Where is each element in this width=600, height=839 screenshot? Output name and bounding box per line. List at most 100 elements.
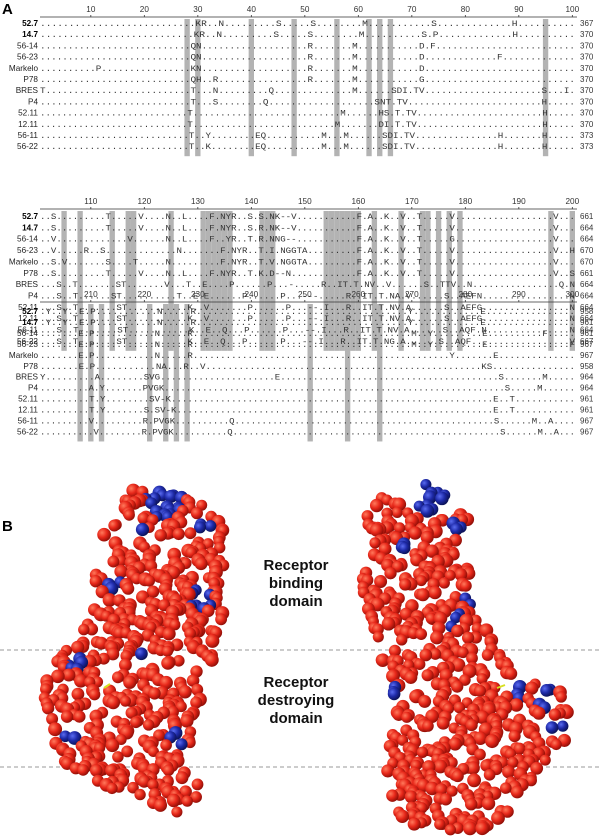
sequence: .......E.P...........N.....R............… xyxy=(40,351,575,361)
sequence-name: BRES xyxy=(16,373,39,382)
atom-sphere xyxy=(430,630,444,645)
conserved-column xyxy=(398,211,404,351)
sequence-end: 664 xyxy=(580,291,594,300)
ruler-number: 60 xyxy=(354,5,364,14)
atom-sphere xyxy=(550,738,562,751)
atom-sphere xyxy=(73,710,86,723)
atom-sphere xyxy=(105,738,120,753)
atom-sphere xyxy=(169,619,181,631)
atom-sphere xyxy=(134,788,146,801)
atom-sphere xyxy=(387,687,401,701)
atom-sphere xyxy=(180,714,194,728)
atom-sphere xyxy=(178,685,192,699)
atom-sphere xyxy=(46,713,59,725)
atom-sphere xyxy=(504,748,517,760)
ruler-number: 280 xyxy=(458,290,472,299)
atom-sphere xyxy=(123,675,137,689)
atom-sphere xyxy=(539,754,551,766)
atom-sphere xyxy=(457,646,469,659)
atom-sphere xyxy=(395,809,410,824)
atom-sphere xyxy=(118,658,132,672)
conserved-column xyxy=(446,211,452,351)
atom-sphere xyxy=(415,575,427,587)
atom-sphere xyxy=(190,507,203,520)
ruler-number: 160 xyxy=(351,197,365,206)
atom-sphere xyxy=(474,748,486,761)
atom-sphere xyxy=(530,761,544,775)
sequence-name: P78 xyxy=(23,75,38,84)
sequence: .Y..Y..E.P...........N.....R............… xyxy=(40,318,575,328)
atom-sphere xyxy=(407,817,421,831)
ruler-number: 220 xyxy=(137,290,151,299)
atom-sphere xyxy=(166,793,181,808)
ruler-number: 180 xyxy=(458,197,472,206)
sequence-end: 664 xyxy=(580,223,594,232)
atom-sphere xyxy=(416,588,430,602)
atom-sphere xyxy=(481,796,496,811)
conserved-column xyxy=(125,211,131,351)
atom-sphere xyxy=(375,653,390,667)
atom-sphere xyxy=(428,585,442,600)
conserved-column xyxy=(147,304,153,442)
conserved-column xyxy=(205,211,212,351)
sequence-end: 967 xyxy=(580,417,594,426)
atom-sphere xyxy=(60,710,74,723)
conserved-column xyxy=(98,304,105,442)
atom-sphere xyxy=(420,530,434,544)
ruler-number: 260 xyxy=(351,290,365,299)
atom-sphere xyxy=(191,778,204,791)
atom-sphere xyxy=(162,627,176,641)
atom-sphere xyxy=(186,674,200,687)
sequence-end: 958 xyxy=(580,362,594,371)
ruler-number: 30 xyxy=(193,5,203,14)
atom-sphere xyxy=(438,577,450,589)
conserved-column xyxy=(344,304,351,442)
atom-sphere xyxy=(483,768,496,781)
atom-sphere xyxy=(77,764,89,776)
sequence-end: 964 xyxy=(580,373,594,382)
atom-sphere xyxy=(41,701,55,715)
atom-sphere xyxy=(71,640,85,654)
sequence-end: 667 xyxy=(580,337,594,346)
sequence-name: 52.11 xyxy=(18,303,38,312)
ruler-number: 70 xyxy=(407,5,417,14)
atom-sphere xyxy=(491,811,505,825)
atom-sphere xyxy=(425,781,439,796)
atom-sphere xyxy=(399,578,412,591)
atom-sphere xyxy=(130,716,142,729)
conserved-column xyxy=(259,211,265,351)
sequence-name: 12.11 xyxy=(18,314,38,323)
atom-sphere xyxy=(420,504,435,518)
atom-sphere xyxy=(205,633,220,648)
sequence-end: 661 xyxy=(580,269,594,278)
conserved-column xyxy=(61,211,67,351)
atom-sphere xyxy=(525,681,539,695)
sequence: Y.........A........SVG..................… xyxy=(40,373,575,383)
atom-sphere xyxy=(463,821,477,836)
sequence-name: 56-11 xyxy=(18,131,39,140)
atom-sphere xyxy=(204,652,219,667)
ruler-number: 190 xyxy=(512,197,526,206)
conserved-column xyxy=(548,211,554,351)
atom-sphere xyxy=(419,648,433,662)
atom-sphere xyxy=(480,759,493,772)
sequence-name: 52.11 xyxy=(18,109,38,118)
atom-sphere xyxy=(108,519,121,532)
sequence-end: 370 xyxy=(580,41,594,50)
atom-sphere xyxy=(125,706,138,719)
atom-sphere xyxy=(451,658,466,672)
atom-sphere xyxy=(435,491,449,506)
sequence-end: 958 xyxy=(580,307,594,316)
conserved-column xyxy=(323,211,329,351)
atom-sphere xyxy=(51,669,65,684)
conserved-column xyxy=(184,19,190,157)
conserved-column xyxy=(227,211,233,351)
atom-sphere xyxy=(532,706,546,720)
sequence: .........T.Y........SV-K................… xyxy=(40,395,575,405)
sequence-end: 664 xyxy=(580,326,594,335)
atom-sphere xyxy=(504,667,518,680)
ruler-number: 210 xyxy=(84,290,98,299)
atom-sphere xyxy=(459,579,472,592)
sequence-end: 370 xyxy=(580,86,594,95)
conserved-column xyxy=(264,211,271,351)
